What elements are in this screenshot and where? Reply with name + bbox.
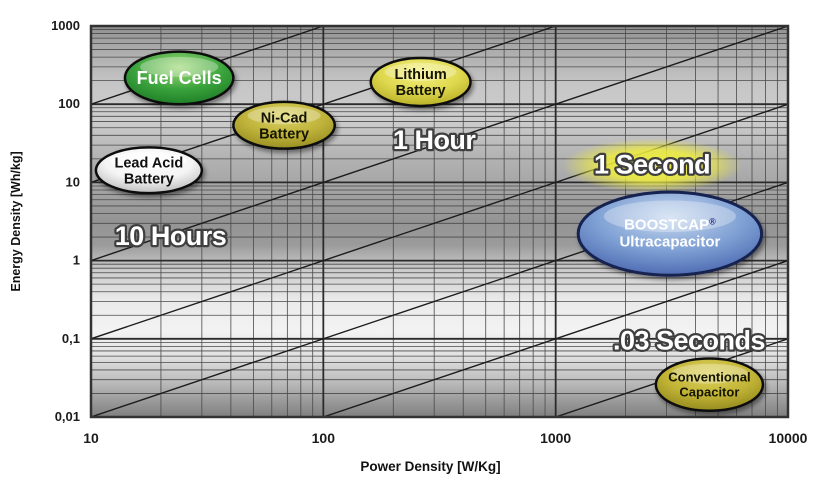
bubble-label-line: Fuel Cells — [137, 68, 222, 88]
svg-text:0,1: 0,1 — [62, 331, 80, 346]
bubble-label-line: Ni-Cad — [261, 110, 308, 126]
bubble-label-line: Ultracapacitor — [619, 234, 720, 251]
bubble-label-line: Lead Acid — [115, 155, 184, 171]
y-axis-title: Energy Density [Wh/kg] — [9, 151, 23, 291]
svg-text:1000: 1000 — [51, 18, 80, 33]
svg-text:1 Hour: 1 Hour — [393, 125, 477, 155]
svg-text:1 Second: 1 Second — [594, 149, 710, 179]
bubble-label-line: Battery — [396, 83, 446, 99]
svg-text:10: 10 — [83, 430, 99, 446]
x-axis-title: Power Density [W/Kg] — [360, 459, 500, 474]
svg-text:1000: 1000 — [540, 430, 571, 446]
bubble-fuel-cells: Fuel Cells — [123, 50, 235, 106]
svg-text:10 Hours: 10 Hours — [115, 221, 227, 251]
time-label--03-seconds: .03 Seconds — [611, 323, 768, 358]
time-label-1-hour: 1 Hour — [391, 123, 480, 158]
svg-text:0,01: 0,01 — [55, 409, 80, 424]
bubble-label-line: Lithium — [394, 67, 446, 83]
time-label-10-hours: 10 Hours — [113, 219, 230, 254]
bubble-label-line: Conventional — [668, 370, 750, 385]
svg-text:100: 100 — [312, 430, 336, 446]
time-label-1-second: 1 Second — [562, 138, 743, 193]
svg-text:.03 Seconds: .03 Seconds — [613, 326, 765, 356]
svg-text:10000: 10000 — [769, 430, 808, 446]
svg-text:100: 100 — [58, 96, 80, 111]
plot-border — [89, 24, 790, 419]
svg-text:10: 10 — [66, 174, 80, 189]
bubble-boostcap-ultracapacitor: BOOSTCAP®Ultracapacitor — [576, 190, 764, 277]
y-axis-tick-labels: 1000 100 10 1 0,1 0,01 — [51, 18, 80, 424]
bubble-label-line: Battery — [259, 126, 309, 142]
x-axis-tick-labels: 10 100 1000 10000 — [83, 430, 807, 446]
bubble-label-line: BOOSTCAP® — [624, 217, 716, 234]
bubble-label-line: Battery — [124, 171, 174, 187]
svg-text:1: 1 — [73, 253, 80, 268]
bubble-label-line: Capacitor — [679, 385, 739, 400]
